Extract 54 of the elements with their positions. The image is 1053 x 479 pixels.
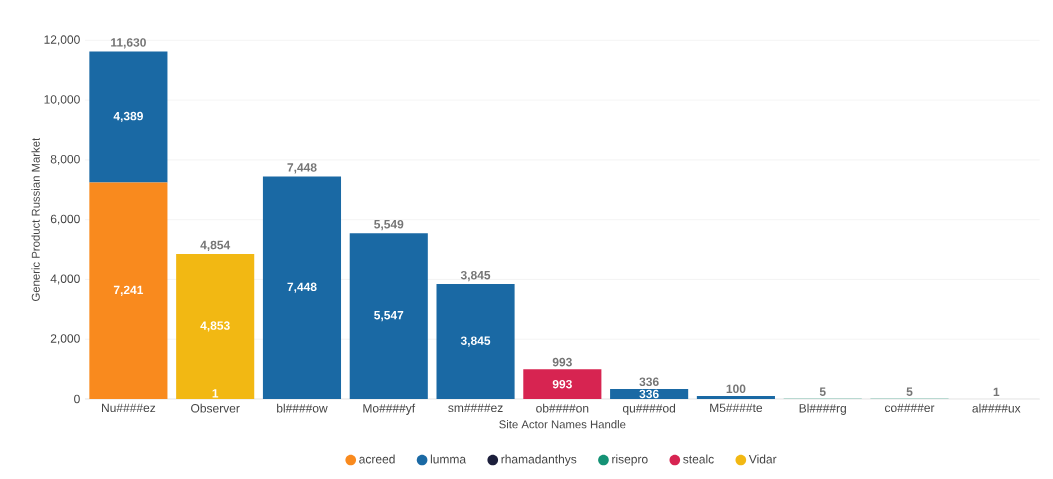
x-tick-label: Mo####yf	[363, 403, 416, 415]
bar	[349, 233, 428, 399]
total-label: 5,549	[374, 219, 404, 231]
x-tick-label: Nu####ez	[102, 403, 156, 413]
x-tick-label: co####er	[884, 403, 935, 413]
x-tick-label: Bl####rg	[799, 403, 846, 415]
legend-label: rhamadanthys	[501, 454, 577, 466]
data-label: 7,448	[287, 282, 317, 293]
x-tick-label: qu####od	[622, 403, 676, 415]
total-label: 100	[726, 384, 746, 394]
bar	[89, 51, 168, 183]
total-label: 993	[552, 357, 572, 367]
x-tick-label: ob####on	[536, 403, 589, 413]
total-label: 5	[906, 387, 913, 396]
y-tick-label: 4,000	[50, 274, 80, 285]
data-label: 5,547	[374, 311, 404, 322]
x-tick-label: al####ux	[972, 403, 1021, 413]
total-label: 7,448	[287, 163, 317, 174]
data-label: 4,389	[113, 111, 143, 123]
total-label: 3,845	[460, 270, 491, 282]
y-tick-label: 10,000	[44, 95, 80, 106]
bar	[696, 396, 775, 399]
total-label: 11,630	[111, 38, 146, 49]
legend-label: stealc	[683, 454, 714, 464]
y-tick-label: 0	[74, 394, 80, 404]
bar	[436, 284, 515, 399]
data-label: 336	[639, 389, 659, 399]
y-tick-label: 6,000	[50, 214, 80, 225]
total-label: 5	[819, 387, 826, 396]
bar	[89, 182, 168, 399]
y-tick-label: 8,000	[50, 154, 80, 165]
legend-label: lumma	[430, 454, 467, 464]
x-tick-label: Observer	[191, 403, 240, 413]
legend-label: risepro	[612, 454, 648, 466]
total-label: 4,854	[200, 240, 231, 251]
data-label: 1	[212, 389, 219, 398]
data-label: 7,241	[113, 285, 144, 296]
x-tick-label: M5####te	[710, 403, 763, 413]
bar	[523, 369, 602, 399]
total-label: 336	[639, 377, 659, 387]
data-label: 4,853	[200, 321, 230, 332]
y-tick-label: 12,000	[44, 35, 80, 46]
legend-label: Vidar	[748, 454, 777, 464]
y-axis-title: Generic Product Russian Market	[31, 137, 40, 301]
x-tick-label: bl####ow	[277, 403, 328, 413]
y-tick-label: 2,000	[50, 334, 80, 345]
bar	[176, 253, 255, 399]
bar	[262, 176, 342, 399]
data-label: 3,845	[460, 336, 491, 347]
total-label: 1	[993, 387, 1000, 397]
x-axis-title: Site Actor Names Handle	[499, 420, 626, 429]
legend-label: acreed	[359, 454, 395, 464]
data-label: 993	[552, 379, 572, 389]
x-tick-label: sm####ez	[448, 403, 503, 413]
